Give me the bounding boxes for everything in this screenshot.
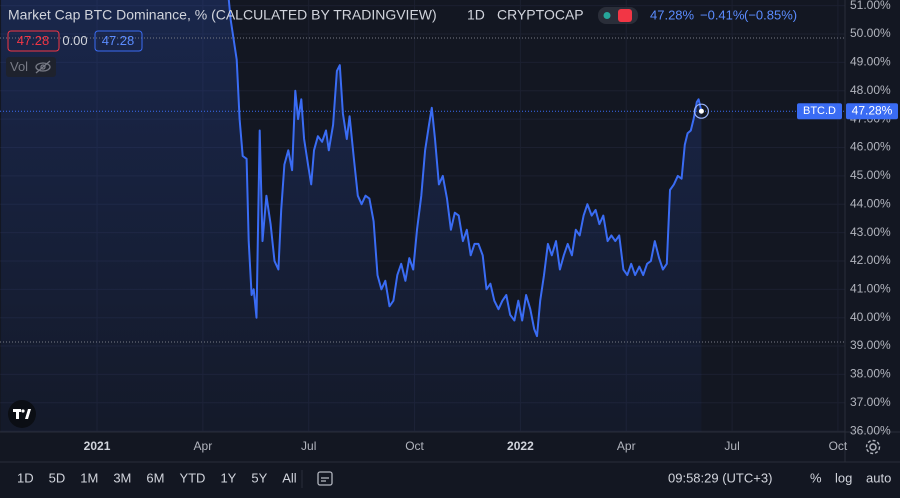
chart-title: Market Cap BTC Dominance, % (CALCULATED … bbox=[8, 7, 437, 23]
volume-pill[interactable] bbox=[6, 57, 56, 77]
range-button[interactable]: 1M bbox=[80, 470, 98, 485]
range-button[interactable]: 1Y bbox=[220, 470, 236, 485]
ask: 47.28 bbox=[102, 33, 135, 48]
x-tick-label: Apr bbox=[617, 439, 636, 453]
y-tick-label: 49.00% bbox=[850, 55, 891, 69]
y-tick-label: 46.00% bbox=[850, 140, 891, 154]
x-tick-label: Jul bbox=[301, 439, 316, 453]
ask-box[interactable] bbox=[94, 30, 143, 52]
last-point-ring bbox=[693, 103, 710, 119]
range-button[interactable]: 1D bbox=[17, 470, 34, 485]
last-value-label: 47.28% bbox=[852, 103, 893, 117]
last-value-box bbox=[846, 103, 898, 120]
compare-icon[interactable] bbox=[317, 471, 333, 486]
change: −0.41% bbox=[700, 7, 745, 22]
y-tick-label: 38.00% bbox=[850, 367, 891, 381]
range-button[interactable]: All bbox=[282, 470, 297, 485]
series-name-box bbox=[797, 103, 842, 120]
status-dot bbox=[603, 12, 611, 19]
plot bbox=[1, 0, 703, 432]
x-tick-label: 2022 bbox=[507, 439, 534, 453]
x-tick-label: 2021 bbox=[84, 439, 111, 453]
x-tick-label: Apr bbox=[194, 439, 213, 453]
range-button[interactable]: YTD bbox=[179, 470, 205, 485]
y-tick-label: 36.00% bbox=[850, 423, 891, 437]
y-tick-label: 39.00% bbox=[850, 338, 891, 352]
y-tick-label: 48.00% bbox=[850, 83, 891, 97]
auto-toggle[interactable]: auto bbox=[866, 470, 891, 485]
last-value: 47.28% bbox=[650, 7, 695, 22]
x-tick-label: Oct bbox=[405, 439, 424, 453]
range-button[interactable]: 5D bbox=[49, 470, 66, 485]
y-tick-label: 50.00% bbox=[850, 26, 891, 40]
y-tick-label: 41.00% bbox=[850, 281, 891, 295]
spread: 0.00 bbox=[62, 33, 87, 48]
bid-box[interactable] bbox=[7, 30, 60, 52]
y-tick-label: 51.00% bbox=[850, 0, 891, 12]
range-button[interactable]: 3M bbox=[113, 470, 131, 485]
last-point bbox=[698, 108, 704, 114]
percent-toggle[interactable]: % bbox=[810, 470, 822, 485]
clock: 09:58:29 (UTC+3) bbox=[668, 470, 772, 485]
change-pct: (−0.85%) bbox=[744, 7, 797, 22]
status-flag bbox=[618, 9, 632, 22]
x-tick-label: Oct bbox=[829, 439, 848, 453]
line bbox=[227, 0, 703, 338]
y-tick-label: 44.00% bbox=[850, 196, 891, 210]
y-tick-label: 42.00% bbox=[850, 253, 891, 267]
interval: 1D bbox=[467, 7, 485, 23]
volume-label: Vol bbox=[10, 59, 28, 74]
area bbox=[1, 0, 702, 432]
range-button[interactable]: 6M bbox=[146, 470, 164, 485]
y-tick-label: 37.00% bbox=[850, 395, 891, 409]
y-tick-label: 40.00% bbox=[850, 310, 891, 324]
exchange: CRYPTOCAP bbox=[497, 7, 584, 23]
y-tick-label: 43.00% bbox=[850, 225, 891, 239]
logo bbox=[8, 400, 36, 428]
axes: 36.00% 37.00% 38.00% 39.00% 40.00% 41.00% 42.0… bbox=[84, 0, 891, 453]
series-name: BTC.D bbox=[803, 105, 836, 117]
bid: 47.28 bbox=[17, 33, 50, 48]
hidden-icon bbox=[35, 60, 51, 74]
settings-icon[interactable] bbox=[865, 439, 881, 455]
toolbar: 1D 5D 1M 3M 6M YTD 1Y 5Y All bbox=[17, 470, 297, 485]
x-tick-label: Jul bbox=[724, 439, 739, 453]
y-tick-label: 45.00% bbox=[850, 168, 891, 182]
log-toggle[interactable]: log bbox=[835, 470, 852, 485]
range-button[interactable]: 5Y bbox=[251, 470, 267, 485]
